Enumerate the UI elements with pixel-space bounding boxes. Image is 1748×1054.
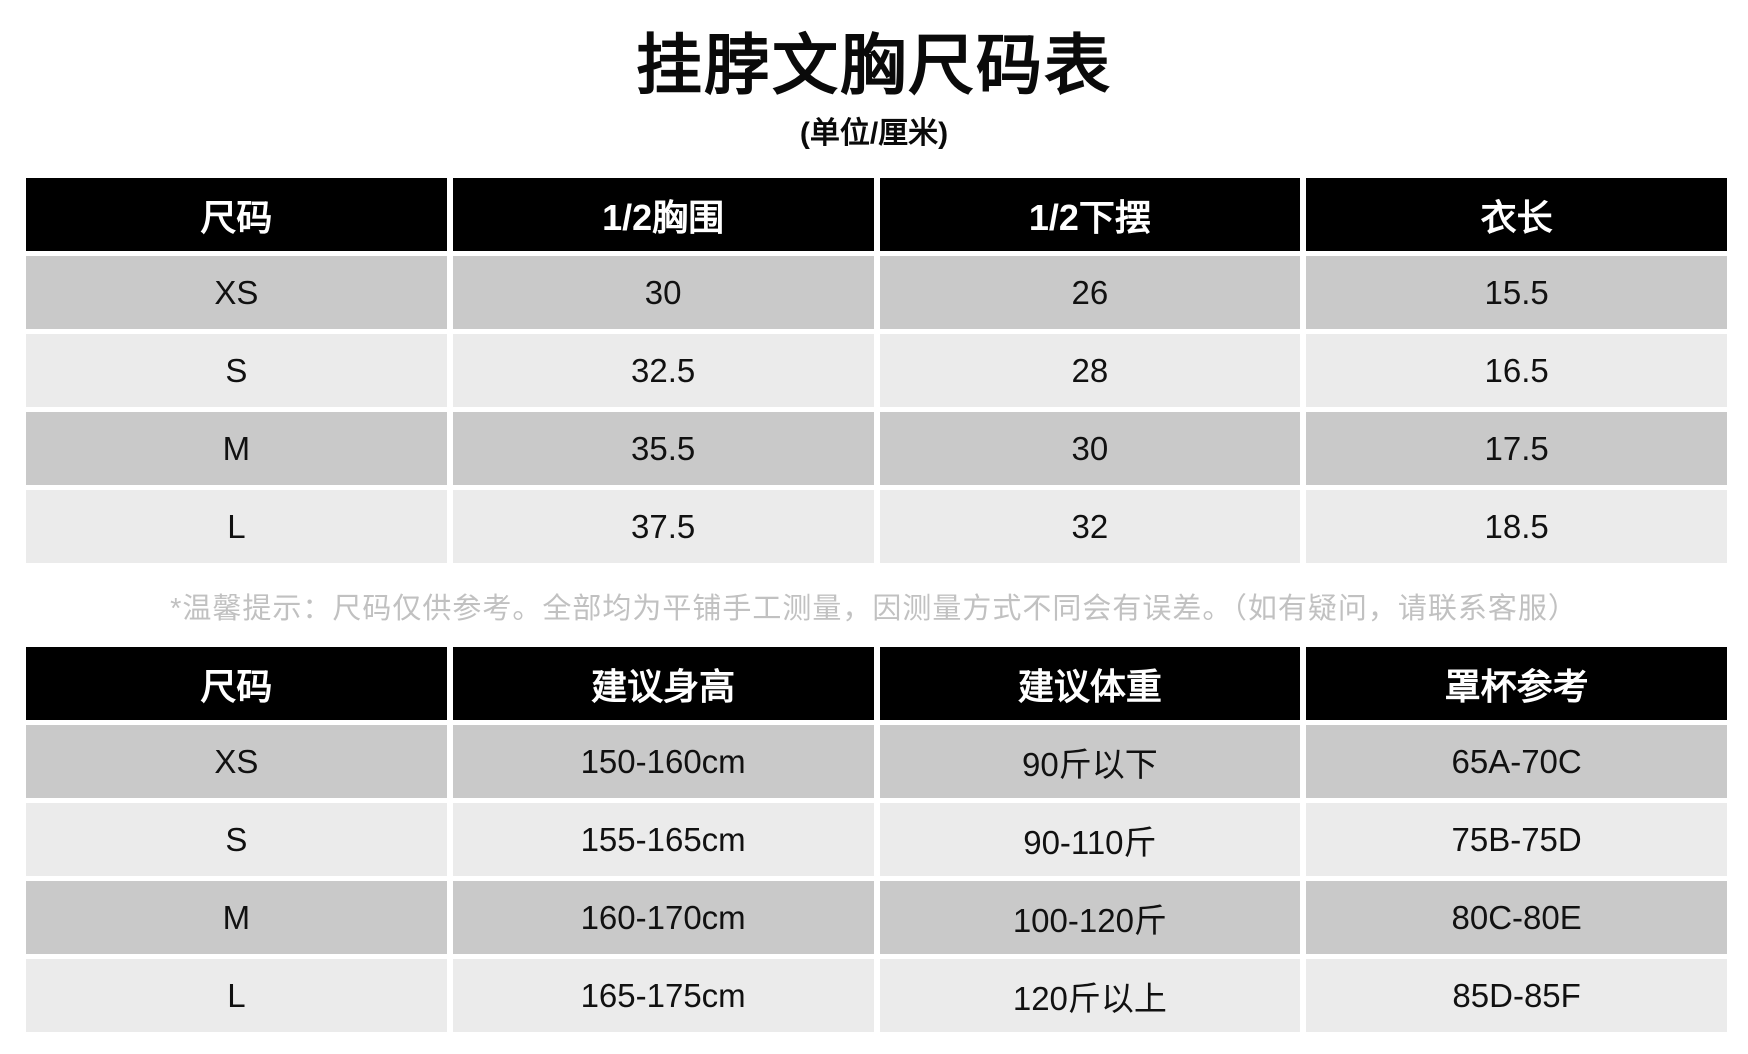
unit-subtitle: (单位/厘米) <box>799 117 949 150</box>
fit-table-cell-r2-c2: 100-120斤 <box>879 881 1301 954</box>
size-table-cell-r2-c1: 35.5 <box>452 412 874 485</box>
size-table-cell-r3-c3: 18.5 <box>1306 490 1727 563</box>
page-title: 挂脖文胸尺码表 <box>636 28 1112 102</box>
fit-table-cell-r2-c3: 80C-80E <box>1306 881 1727 954</box>
size-table-cell-r1-c0: S <box>26 334 447 407</box>
size-table-cell-r0-c3: 15.5 <box>1306 256 1727 329</box>
size-table-header-col2: 1/2下摆 <box>879 178 1301 251</box>
size-table-cell-r2-c2: 30 <box>879 412 1301 485</box>
fit-table-cell-r1-c0: S <box>26 803 447 876</box>
fit-table-cell-r3-c1: 165-175cm <box>452 959 874 1032</box>
size-table-cell-r1-c2: 28 <box>879 334 1301 407</box>
fit-table-header-col1: 建议身高 <box>452 647 874 720</box>
size-table-header-col1: 1/2胸围 <box>452 178 874 251</box>
fit-table-cell-r3-c3: 85D-85F <box>1306 959 1727 1032</box>
fit-table-cell-r2-c0: M <box>26 881 447 954</box>
fit-table-cell-r1-c2: 90-110斤 <box>879 803 1301 876</box>
fit-table-header-col0: 尺码 <box>26 647 447 720</box>
fit-table-cell-r0-c2: 90斤以下 <box>879 725 1301 798</box>
fit-table-cell-r2-c1: 160-170cm <box>452 881 874 954</box>
fit-table-cell-r0-c0: XS <box>26 725 447 798</box>
fit-table-cell-r1-c3: 75B-75D <box>1306 803 1727 876</box>
size-table-header-col0: 尺码 <box>26 178 447 251</box>
size-table-cell-r2-c3: 17.5 <box>1306 412 1727 485</box>
size-table-cell-r1-c1: 32.5 <box>452 334 874 407</box>
size-table-cell-r2-c0: M <box>26 412 447 485</box>
size-table-header-col3: 衣长 <box>1306 178 1727 251</box>
disclaimer-note: *温馨提示：尺码仅供参考。全部均为平铺手工测量，因测量方式不同会有误差。（如有疑… <box>170 593 1578 625</box>
fit-table-cell-r3-c0: L <box>26 959 447 1032</box>
fit-table-header-col2: 建议体重 <box>879 647 1301 720</box>
fit-table-cell-r0-c3: 65A-70C <box>1306 725 1727 798</box>
garment-measurement-table: 尺码 1/2胸围 1/2下摆 衣长 XS 30 26 15.5 S 32.5 28 16.5 M 35.5… <box>26 178 1727 563</box>
fit-table-cell-r3-c2: 120斤以上 <box>879 959 1301 1032</box>
fit-table-header-col3: 罩杯参考 <box>1306 647 1727 720</box>
size-table-cell-r3-c2: 32 <box>879 490 1301 563</box>
size-table-cell-r3-c1: 37.5 <box>452 490 874 563</box>
body-fit-reference-table: 尺码 建议身高 建议体重 罩杯参考 XS 150-160cm 90斤以下 65A-70C S 15… <box>26 647 1727 1032</box>
fit-table-cell-r1-c1: 155-165cm <box>452 803 874 876</box>
fit-table-cell-r0-c1: 150-160cm <box>452 725 874 798</box>
size-table-cell-r0-c2: 26 <box>879 256 1301 329</box>
size-table-cell-r0-c1: 30 <box>452 256 874 329</box>
size-table-cell-r1-c3: 16.5 <box>1306 334 1727 407</box>
size-table-cell-r3-c0: L <box>26 490 447 563</box>
size-table-cell-r0-c0: XS <box>26 256 447 329</box>
